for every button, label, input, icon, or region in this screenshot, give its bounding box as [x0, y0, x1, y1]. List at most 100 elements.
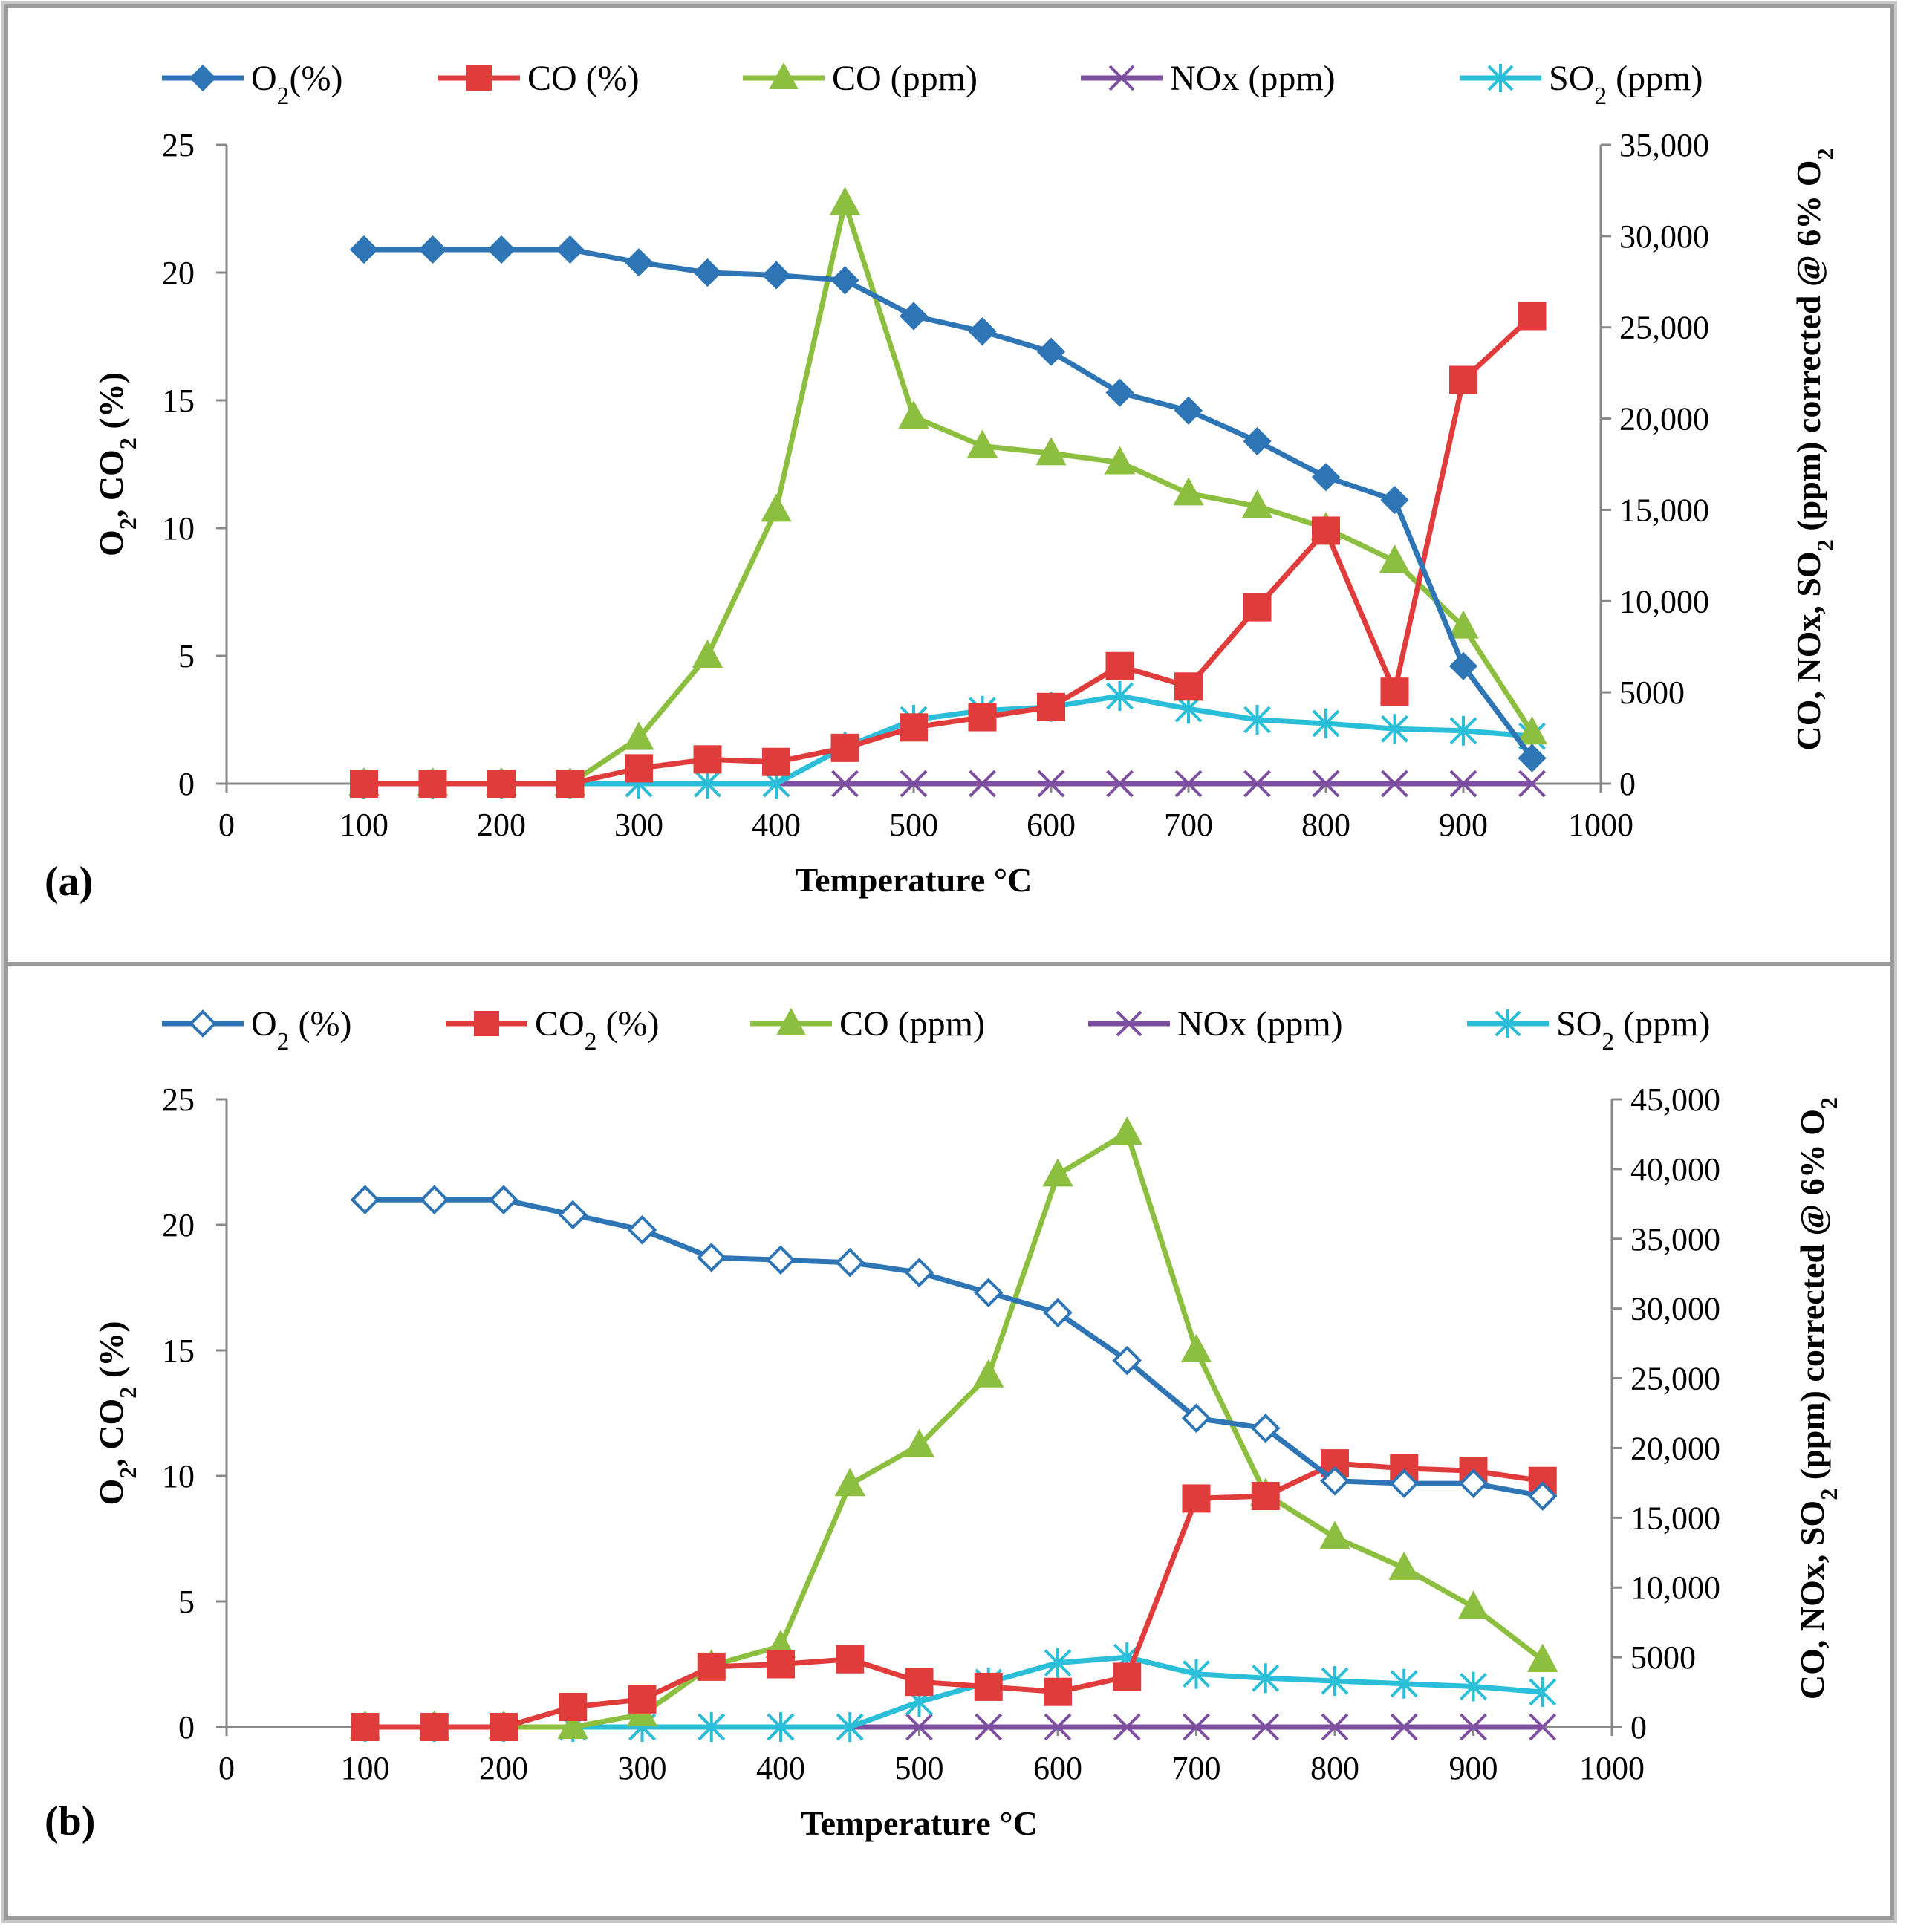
- legend-marker-so2: [1495, 1009, 1521, 1038]
- data-point-o2: [487, 235, 516, 264]
- data-point-nox: [905, 1713, 933, 1741]
- x-tick-label: 0: [218, 807, 235, 843]
- data-point-co2: [556, 770, 585, 798]
- legend-item-so2: SO2 (ppm): [1467, 1004, 1710, 1056]
- data-point-o2: [1112, 1345, 1142, 1376]
- data-point-o2: [489, 1185, 518, 1215]
- data-point-o2: [1311, 463, 1341, 492]
- x-tick-label: 400: [756, 1750, 805, 1786]
- data-point-co: [557, 1710, 588, 1739]
- x-tick-label: 100: [341, 1750, 390, 1786]
- data-point-co2: [1312, 516, 1340, 545]
- data-point-o2: [1389, 1468, 1420, 1498]
- data-point-co: [1379, 544, 1411, 573]
- data-point-co: [973, 1359, 1004, 1388]
- x-tick-label: 300: [618, 1750, 667, 1786]
- data-point-co: [1448, 610, 1479, 639]
- data-point-o2: [556, 235, 585, 264]
- data-point-o2: [418, 235, 447, 264]
- data-point-so2: [1381, 714, 1408, 744]
- data-point-so2: [1252, 1663, 1280, 1694]
- data-point-co: [1042, 1158, 1073, 1187]
- x-tick-label: 600: [1033, 1750, 1082, 1786]
- panel-a-frame: [4, 4, 1895, 966]
- data-point-so2: [767, 1712, 795, 1742]
- data-point-nox: [969, 770, 996, 798]
- data-point-nox: [1106, 770, 1134, 798]
- y-right-tick-label: 15,000: [1619, 492, 1709, 528]
- x-tick-label: 100: [339, 807, 388, 843]
- y-left-tick-label: 15: [162, 1333, 195, 1369]
- data-point-co: [966, 429, 998, 458]
- legend-marker-nox: [1116, 1010, 1142, 1037]
- data-point-nox: [1174, 770, 1203, 798]
- data-point-co2: [351, 1713, 380, 1741]
- data-point-o2: [899, 302, 929, 331]
- x-tick-label: 200: [479, 1750, 528, 1786]
- legend-marker-so2: [1487, 64, 1514, 92]
- y-right-tick-label: 0: [1619, 766, 1636, 802]
- data-point-so2: [1183, 1659, 1210, 1689]
- x-tick-label: 800: [1310, 1750, 1359, 1786]
- y-left-tick-label: 0: [178, 766, 195, 802]
- data-point-co: [1180, 1333, 1212, 1362]
- data-point-o2: [693, 258, 722, 287]
- data-point-o2: [1250, 1413, 1281, 1443]
- legend-item-o2: O2(%): [162, 59, 342, 110]
- data-point-nox: [1037, 770, 1065, 798]
- data-point-o2: [904, 1258, 934, 1288]
- panel-label: (b): [45, 1798, 95, 1844]
- data-point-o2: [350, 1185, 380, 1215]
- panel-b-frame: [4, 962, 1895, 1921]
- y-right-tick-label: 45,000: [1630, 1082, 1720, 1118]
- series-o2: [350, 1185, 1558, 1511]
- x-axis-title: Temperature °C: [801, 1804, 1038, 1842]
- data-point-co: [1319, 1520, 1350, 1549]
- y-right-tick-label: 10,000: [1619, 583, 1709, 619]
- y-right-tick-label: 30,000: [1619, 218, 1709, 255]
- data-point-so2: [1243, 705, 1271, 735]
- series-co2: [350, 302, 1547, 798]
- data-point-co2: [836, 1645, 865, 1674]
- data-point-o2: [1105, 378, 1134, 407]
- y-right-tick-label: 35,000: [1619, 127, 1709, 163]
- data-point-co2: [974, 1672, 1003, 1701]
- data-point-nox: [975, 1713, 1003, 1741]
- data-point-co2: [490, 1713, 518, 1741]
- data-point-co2: [830, 733, 859, 762]
- x-tick-label: 1000: [1579, 1750, 1645, 1786]
- data-point-nox: [1390, 1713, 1418, 1741]
- data-point-o2: [1181, 1403, 1212, 1434]
- data-point-nox: [1044, 1713, 1072, 1741]
- legend-item-nox: NOx (ppm): [1088, 1004, 1343, 1044]
- data-point-o2: [1458, 1468, 1489, 1498]
- x-axis-title: Temperature °C: [796, 861, 1033, 899]
- y-left-tick-label: 10: [162, 510, 195, 547]
- data-point-co2: [1182, 1484, 1211, 1513]
- y-left-tick-label: 10: [162, 1458, 195, 1494]
- data-point-co: [829, 186, 861, 215]
- data-point-co2: [905, 1668, 934, 1697]
- data-point-o2: [973, 1278, 1004, 1308]
- data-point-nox: [1183, 1713, 1210, 1741]
- legend-label: O2(%): [251, 59, 342, 110]
- y-right-tick-label: 25,000: [1619, 310, 1709, 346]
- data-point-co2: [762, 747, 790, 776]
- data-point-so2: [1460, 1671, 1487, 1702]
- data-point-so2: [694, 769, 721, 799]
- data-point-o2: [1043, 1298, 1073, 1328]
- y-right-tick-label: 20,000: [1619, 401, 1709, 438]
- series-co2: [351, 1449, 1557, 1741]
- data-point-co: [692, 639, 723, 668]
- data-point-so2: [1106, 681, 1134, 712]
- data-point-co: [898, 400, 929, 429]
- x-tick-label: 1000: [1568, 807, 1633, 843]
- data-point-co2: [1044, 1677, 1072, 1706]
- data-point-so2: [1321, 1666, 1349, 1697]
- data-point-co2: [767, 1650, 795, 1679]
- legend-item-nox: NOx (ppm): [1081, 59, 1336, 98]
- legend-marker-co2: [466, 65, 492, 91]
- data-point-o2: [830, 266, 859, 295]
- data-point-o2: [1380, 486, 1409, 515]
- data-point-o2: [627, 1214, 657, 1245]
